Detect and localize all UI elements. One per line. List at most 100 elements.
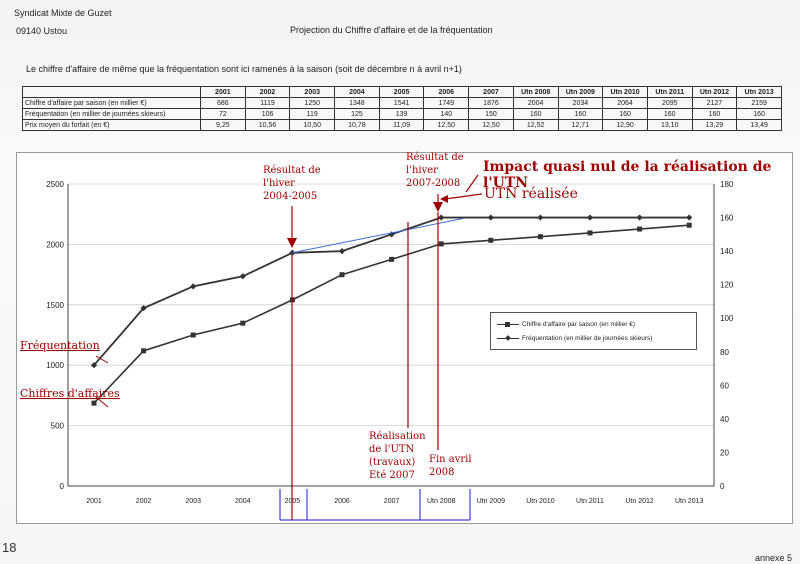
data-point-frequentation	[338, 247, 346, 255]
annotation-line: l'hiver	[263, 178, 295, 189]
y-left-tick-label: 1000	[46, 361, 64, 370]
y-left-tick-label: 1500	[46, 301, 64, 310]
annotation-line: 2007-2008	[406, 178, 461, 189]
diamond-marker-icon	[497, 334, 519, 342]
legend-entry-ca: Chiffre d'affaire par saison (en millier…	[497, 319, 635, 329]
y-left-tick-label: 2500	[46, 180, 64, 189]
y-right-tick-label: 120	[720, 281, 734, 290]
arrow-utn-shaft	[444, 193, 483, 200]
data-point-frequentation	[686, 214, 693, 221]
table-cell: 13,10	[646, 119, 693, 131]
data-point-chiffre-affaire	[389, 256, 395, 262]
page-edge-mark: 18	[2, 540, 17, 555]
y-right-tick-label: 100	[720, 314, 734, 323]
document-title: Projection du Chiffre d'affaire et de la…	[290, 25, 493, 35]
x-tick-label: Utn 2012	[625, 498, 654, 505]
impact-annotation: Impact quasi nul de la réalisation de l'…	[483, 159, 772, 191]
y-right-tick-label: 60	[720, 381, 729, 390]
x-tick-label: Utn 2011	[576, 498, 604, 505]
utn-works-annotation: Réalisation de l'UTN (travaux) Eté 2007	[369, 430, 426, 482]
x-tick-label: Utn 2009	[477, 498, 506, 505]
chart-legend: Chiffre d'affaire par saison (en millier…	[490, 312, 697, 350]
y-right-tick-label: 80	[720, 348, 729, 357]
annotation-line: 2004-2005	[263, 191, 318, 202]
data-point-chiffre-affaire	[587, 230, 593, 236]
annotation-line: (travaux)	[369, 457, 416, 468]
table-cell: 13,49	[736, 119, 782, 131]
data-point-chiffre-affaire	[141, 348, 147, 354]
annotation-line: Eté 2007	[369, 470, 415, 481]
table-cell: 11,09	[378, 119, 425, 131]
x-tick-label: 2004	[235, 498, 251, 505]
annotation-line: Résultat de	[263, 165, 321, 176]
data-table: 2001 2002 2003 2004 2005 2006 2007 Utn 2…	[22, 86, 782, 131]
annotation-line: Fin avril	[429, 454, 472, 465]
data-point-chiffre-affaire	[537, 234, 543, 240]
organization-address: 09140 Ustou	[16, 26, 68, 36]
table-cell: 10,78	[334, 119, 380, 131]
pointer-frequentation	[95, 355, 109, 364]
arrow-utn-head	[440, 195, 448, 203]
result-2007-2008-annotation: Résultat de l'hiver 2007-2008	[406, 151, 464, 190]
trend-line	[292, 217, 464, 254]
data-point-chiffre-affaire	[91, 400, 97, 406]
y-right-tick-label: 40	[720, 415, 729, 424]
y-left-tick-label: 500	[51, 422, 65, 431]
y-right-tick-label: 180	[720, 180, 734, 189]
x-tick-label: 2006	[334, 498, 350, 505]
data-point-chiffre-affaire	[190, 332, 196, 338]
annotation-line: de l'UTN	[369, 444, 415, 455]
legend-label: Fréquentation (en millier de journées sk…	[522, 334, 653, 342]
intro-text: Le chiffre d'affaire de même que la fréq…	[26, 64, 462, 74]
organization-name: Syndicat Mixte de Guzet	[14, 8, 112, 18]
data-point-chiffre-affaire	[488, 237, 494, 243]
table-row: Fréquentation (en millier de journées sk…	[22, 108, 782, 120]
chiffre-affaires-label: Chiffres d'affaires	[20, 387, 120, 400]
x-tick-label: Utn 2008	[427, 498, 456, 505]
data-point-chiffre-affaire	[240, 320, 246, 326]
data-point-chiffre-affaire	[637, 226, 643, 232]
pointer-chiffre-affaires	[95, 396, 109, 408]
utn-done-annotation: UTN réalisée	[484, 186, 578, 202]
x-tick-label: 2001	[86, 498, 102, 505]
x-tick-label: 2002	[136, 498, 152, 505]
legend-entry-freq: Fréquentation (en millier de journées sk…	[497, 333, 652, 343]
y-right-tick-label: 140	[720, 247, 734, 256]
x-tick-label: 2003	[185, 498, 201, 505]
legend-label: Chiffre d'affaire par saison (en millier…	[522, 320, 635, 328]
data-point-frequentation	[438, 214, 445, 221]
data-point-frequentation	[537, 214, 544, 221]
annotation-line: Résultat de	[406, 152, 464, 163]
frequentation-label: Fréquentation	[20, 339, 100, 352]
square-marker-icon	[497, 320, 519, 328]
annotation-line: 2008	[429, 467, 455, 478]
arrow-2005-head	[287, 238, 297, 248]
row-label: Prix moyen du forfait (en €)	[22, 119, 201, 131]
table-cell: 12,71	[557, 119, 604, 131]
data-point-frequentation	[586, 214, 594, 221]
y-right-tick-label: 0	[720, 482, 725, 491]
x-tick-label: 2007	[384, 498, 400, 505]
arrow-impact-shaft	[465, 174, 479, 193]
data-point-frequentation	[487, 214, 494, 221]
end-april-annotation: Fin avril 2008	[429, 453, 472, 479]
y-left-tick-label: 0	[60, 482, 65, 491]
data-point-chiffre-affaire	[686, 222, 692, 228]
data-point-frequentation	[636, 214, 643, 221]
data-point-chiffre-affaire	[339, 272, 345, 278]
annotation-line: l'hiver	[406, 165, 438, 176]
table-row: Prix moyen du forfait (en €) 9,25 10,56 …	[22, 119, 782, 131]
x-tick-label: Utn 2010	[526, 498, 555, 505]
data-point-frequentation	[190, 283, 197, 290]
arrow-2008-head	[433, 202, 443, 212]
data-point-chiffre-affaire	[438, 241, 444, 247]
data-point-frequentation	[140, 305, 147, 312]
y-right-tick-label: 160	[720, 214, 734, 223]
y-left-tick-label: 2000	[46, 240, 64, 249]
result-2004-2005-annotation: Résultat de l'hiver 2004-2005	[263, 164, 321, 203]
data-point-frequentation	[239, 273, 246, 280]
annotation-line: Réalisation	[369, 431, 426, 442]
table-cell: 160	[736, 108, 782, 120]
y-right-tick-label: 20	[720, 448, 729, 457]
